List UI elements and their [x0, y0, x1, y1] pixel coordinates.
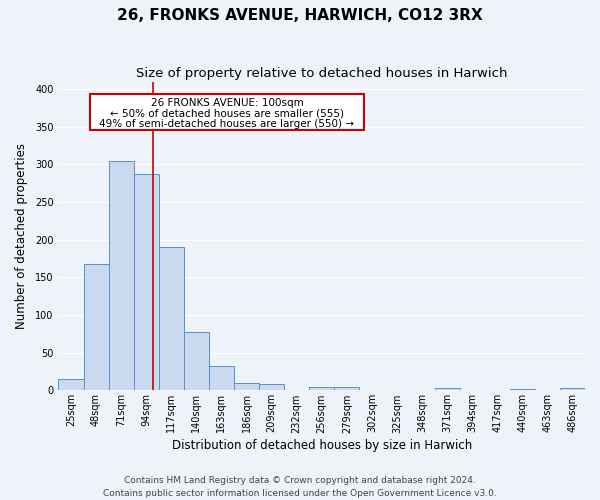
Text: 26 FRONKS AVENUE: 100sqm: 26 FRONKS AVENUE: 100sqm [151, 98, 304, 108]
Bar [560, 388, 585, 390]
Bar [259, 384, 284, 390]
Bar [134, 174, 159, 390]
Bar [83, 264, 109, 390]
Bar [234, 383, 259, 390]
Bar [109, 160, 134, 390]
Text: ← 50% of detached houses are smaller (555): ← 50% of detached houses are smaller (55… [110, 108, 344, 118]
Bar [434, 388, 460, 390]
FancyBboxPatch shape [90, 94, 364, 130]
Title: Size of property relative to detached houses in Harwich: Size of property relative to detached ho… [136, 68, 508, 80]
Text: Contains HM Land Registry data © Crown copyright and database right 2024.
Contai: Contains HM Land Registry data © Crown c… [103, 476, 497, 498]
Bar [58, 379, 83, 390]
Bar [159, 248, 184, 390]
Text: 49% of semi-detached houses are larger (550) →: 49% of semi-detached houses are larger (… [100, 119, 355, 129]
Bar [510, 389, 535, 390]
X-axis label: Distribution of detached houses by size in Harwich: Distribution of detached houses by size … [172, 440, 472, 452]
Bar [209, 366, 234, 390]
Bar [184, 332, 209, 390]
Text: 26, FRONKS AVENUE, HARWICH, CO12 3RX: 26, FRONKS AVENUE, HARWICH, CO12 3RX [117, 8, 483, 22]
Bar [309, 386, 334, 390]
Bar [334, 386, 359, 390]
Y-axis label: Number of detached properties: Number of detached properties [15, 143, 28, 329]
